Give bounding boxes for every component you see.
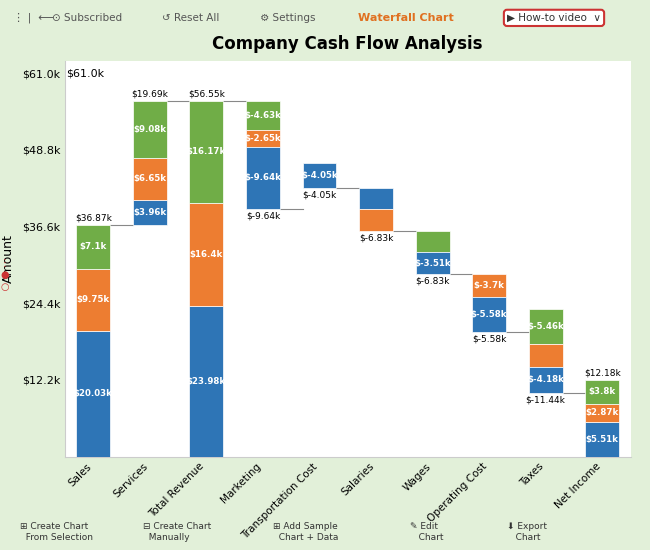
Text: $7.1k: $7.1k <box>79 243 107 251</box>
Text: $-3.51k: $-3.51k <box>414 258 451 268</box>
Text: $-6.83k: $-6.83k <box>359 234 393 243</box>
Text: $-4.05k: $-4.05k <box>302 191 337 200</box>
Text: ⚙ Settings: ⚙ Settings <box>260 13 315 23</box>
Text: $-9.64k: $-9.64k <box>244 173 281 182</box>
Text: ⋮
●
○: ⋮ ● ○ <box>0 258 10 292</box>
Bar <box>528 367 563 393</box>
Text: ⋮ |  ⟵: ⋮ | ⟵ <box>13 13 54 23</box>
Bar <box>246 147 280 208</box>
Text: ⊞ Add Sample
  Chart + Data: ⊞ Add Sample Chart + Data <box>273 522 339 542</box>
Text: $-5.46k: $-5.46k <box>527 322 564 331</box>
Text: $3.96k: $3.96k <box>133 208 166 217</box>
Text: ⬇ Export
   Chart: ⬇ Export Chart <box>507 522 547 542</box>
Text: $19.69k: $19.69k <box>131 90 168 98</box>
Bar <box>302 163 337 188</box>
Text: $-6.83k: $-6.83k <box>415 277 450 285</box>
Bar <box>76 270 111 331</box>
Bar <box>133 158 167 200</box>
Text: $5.51k: $5.51k <box>586 434 619 444</box>
Text: $9.75k: $9.75k <box>77 295 110 305</box>
Bar <box>585 422 619 456</box>
Bar <box>359 210 393 231</box>
Text: $-9.64k: $-9.64k <box>246 211 280 220</box>
Title: Company Cash Flow Analysis: Company Cash Flow Analysis <box>213 35 483 53</box>
Text: ⊙ Subscribed: ⊙ Subscribed <box>52 13 122 23</box>
Text: $16.4k: $16.4k <box>190 250 223 258</box>
Bar <box>585 380 619 404</box>
Bar <box>472 298 506 333</box>
Text: $-4.05k: $-4.05k <box>301 171 338 180</box>
Text: $-5.58k: $-5.58k <box>472 335 506 344</box>
Bar <box>76 331 111 456</box>
Text: ⊟ Create Chart
  Manually: ⊟ Create Chart Manually <box>143 522 211 542</box>
Text: $6.65k: $6.65k <box>133 174 166 184</box>
Bar <box>76 225 111 270</box>
Text: $-11.44k: $-11.44k <box>526 395 566 405</box>
Text: Waterfall Chart: Waterfall Chart <box>358 13 453 23</box>
Bar <box>246 130 280 147</box>
Bar <box>189 101 224 203</box>
Bar <box>359 188 393 210</box>
Bar <box>246 101 280 130</box>
Text: $2.87k: $2.87k <box>586 408 619 417</box>
Text: ↺ Reset All: ↺ Reset All <box>162 13 220 23</box>
Bar <box>528 309 563 344</box>
Text: ⊞ Create Chart
  From Selection: ⊞ Create Chart From Selection <box>20 522 92 542</box>
Text: $36.87k: $36.87k <box>75 213 112 222</box>
Text: ▶ How-to video  ∨: ▶ How-to video ∨ <box>507 13 601 23</box>
Text: $20.03k: $20.03k <box>74 389 113 398</box>
Text: $9.08k: $9.08k <box>133 125 166 134</box>
Text: $16.17k: $16.17k <box>187 147 226 156</box>
Bar <box>133 200 167 225</box>
Text: $12.18k: $12.18k <box>584 368 621 377</box>
Y-axis label: Amount: Amount <box>2 234 15 283</box>
Bar <box>415 252 450 274</box>
Text: $-5.58k: $-5.58k <box>471 310 508 320</box>
Text: ✎ Edit
   Chart: ✎ Edit Chart <box>410 522 443 542</box>
Bar <box>189 203 224 306</box>
Bar <box>189 306 224 456</box>
Bar <box>472 274 506 298</box>
Text: $-2.65k: $-2.65k <box>244 134 281 143</box>
Text: $3.8k: $3.8k <box>589 387 616 397</box>
Bar <box>528 344 563 367</box>
Text: $-4.63k: $-4.63k <box>244 111 281 120</box>
Bar <box>415 231 450 252</box>
Text: $56.55k: $56.55k <box>188 90 225 98</box>
Bar <box>133 101 167 158</box>
Text: $61.0k: $61.0k <box>66 68 104 78</box>
Text: $23.98k: $23.98k <box>187 377 226 386</box>
Text: $-4.18k: $-4.18k <box>527 376 564 384</box>
Text: $-3.7k: $-3.7k <box>474 281 504 290</box>
Bar <box>585 404 619 422</box>
